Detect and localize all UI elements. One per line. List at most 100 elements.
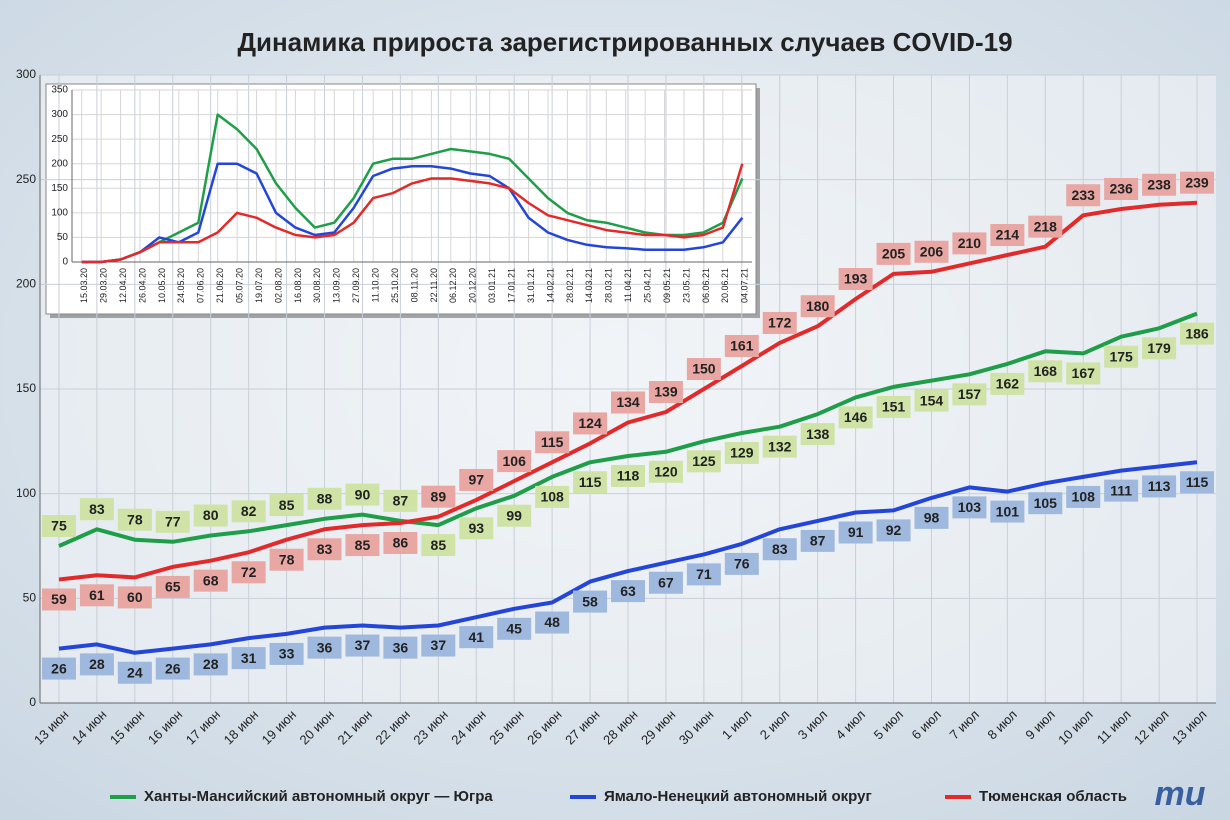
data-label: 132 [768,438,792,454]
data-label-box [838,267,873,290]
data-label: 108 [1072,489,1096,505]
data-label-box [193,569,228,592]
data-label-box [383,636,418,659]
data-label-box [686,450,721,473]
data-label-box [914,506,949,529]
data-label: 85 [431,537,447,553]
data-label-box [231,500,266,523]
data-label: 108 [540,489,564,505]
data-label: 61 [89,587,105,603]
data-label: 233 [1072,187,1096,203]
data-label-box [231,647,266,670]
data-label-box [1104,177,1139,200]
data-label-box [648,460,683,483]
data-label-box [1028,360,1063,383]
data-label-box [838,521,873,544]
data-label: 87 [393,493,409,509]
data-label: 218 [1034,218,1058,234]
data-label: 36 [317,639,333,655]
x-tick-label: 28.02.21 [565,268,575,303]
chart-title: Динамика прироста зарегистрированных слу… [237,27,1012,57]
x-tick-label: 22.11.20 [429,268,439,302]
data-label-box [231,561,266,584]
data-label: 150 [692,361,716,377]
data-label: 59 [51,591,67,607]
data-label: 146 [844,409,868,425]
x-tick-label: 26.04.20 [137,268,147,303]
data-label-box [79,584,114,607]
data-label-box [1066,184,1101,207]
data-label: 65 [165,579,181,595]
data-label: 168 [1034,363,1058,379]
data-label-box [952,232,987,255]
x-tick-label: 24.05.20 [176,268,186,303]
data-label: 238 [1147,176,1171,192]
x-tick-label: 25.10.20 [390,268,400,303]
data-label: 31 [241,650,257,666]
data-label: 103 [958,499,982,515]
data-label-box [535,611,570,634]
data-label-box [573,590,608,613]
x-tick-label: 21.06.20 [215,268,225,303]
data-label: 78 [279,551,295,567]
y-tick-label: 100 [51,207,68,218]
data-label-box [1066,485,1101,508]
y-tick-label: 100 [16,486,36,500]
y-tick-label: 250 [51,134,68,145]
data-label-box [497,450,532,473]
data-label: 175 [1109,348,1133,364]
x-tick-label: 13.09.20 [332,268,342,303]
data-label-box [1180,171,1215,194]
data-label-box [41,657,76,680]
data-label-box [1142,173,1177,196]
data-label-box [79,653,114,676]
data-label-box [876,395,911,418]
logo: mu [1155,775,1206,813]
data-label: 63 [620,583,636,599]
data-label-box [497,504,532,527]
data-label: 214 [996,227,1020,243]
x-tick-label: 17.01.21 [507,268,517,303]
data-label: 154 [920,392,944,408]
data-label-box [611,391,645,414]
data-label: 118 [617,468,640,484]
x-tick-label: 28.03.21 [604,268,614,303]
data-label: 36 [393,639,409,655]
y-tick-label: 350 [51,85,68,96]
x-tick-label: 11.04.21 [623,268,633,302]
data-label-box [648,381,683,404]
data-label-box [421,534,456,557]
data-label: 172 [768,315,792,331]
data-label: 82 [241,503,257,519]
data-label-box [1028,492,1063,515]
data-label-box [686,358,721,380]
data-label-box [345,634,380,657]
data-label: 83 [317,541,333,557]
x-tick-label: 31.01.21 [526,268,536,303]
data-label-box [117,586,152,609]
data-label-box [1142,475,1177,498]
legend-label: Ямало-Ненецкий автономный округ [604,788,872,805]
data-label: 68 [203,572,219,588]
data-label-box [1066,362,1101,385]
data-label-box [1104,479,1139,502]
x-tick-label: 03.01.21 [487,268,497,303]
series-line [81,163,744,264]
data-label: 210 [958,235,982,251]
data-label-box [459,468,494,491]
data-label-box [193,504,228,527]
data-label: 85 [355,537,371,553]
data-label-box [307,636,342,659]
data-label-box [800,295,835,318]
data-label-box [155,657,190,680]
data-label-box [79,498,114,521]
data-label: 98 [924,510,940,526]
data-label-box [914,389,949,412]
data-label-box [345,483,380,506]
x-tick-label: 14.02.21 [545,268,555,303]
data-label-box [990,500,1025,523]
x-tick-label: 02.08.20 [273,268,283,303]
data-label-box [307,487,342,510]
data-label-box [269,548,304,571]
